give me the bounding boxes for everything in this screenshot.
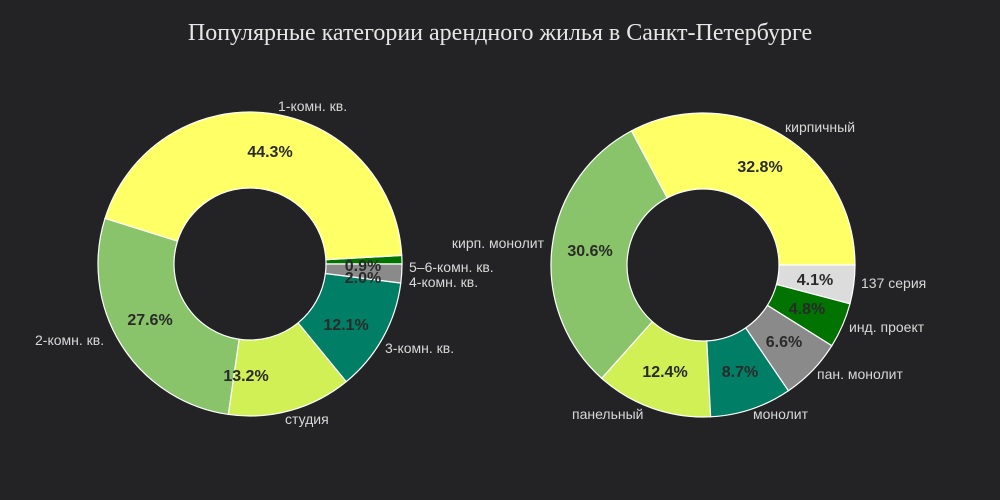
donut-slice-монолит[interactable] — [706, 327, 790, 418]
slice-percent-панельный: 12.4% — [642, 364, 687, 381]
donut-slice-2-комн-кв[interactable] — [97, 217, 240, 416]
donut-chart-2: 32.8% кирпичный 30.6% кирп. монолит 12.4% пан… — [452, 112, 926, 422]
slice-label-4-комн-кв: 4-комн. кв. — [409, 274, 478, 290]
donut-slice-4-комн-кв[interactable] — [324, 263, 403, 284]
slice-percent-пан-монолит: 6.6% — [766, 334, 802, 351]
slice-percent-кирп-монолит: 30.6% — [567, 243, 612, 260]
donut-slice-пан-монолит[interactable] — [744, 304, 833, 392]
slice-label-монолит: монолит — [753, 406, 809, 422]
slice-percent-1-комн-кв: 44.3% — [247, 144, 292, 161]
slice-label-5-6-комн-кв: 5–6-комн. кв. — [409, 259, 494, 275]
slice-percent-137-серия: 4.1% — [797, 272, 833, 289]
slice-percent-студия: 13.2% — [223, 368, 268, 385]
slice-label-кирп-монолит: кирп. монолит — [452, 235, 545, 251]
slice-percent-5-6-комн-кв: 0.9% — [345, 258, 381, 275]
donut-slice-3-комн-кв[interactable] — [297, 272, 402, 383]
donut-slice-кирп-монолит[interactable] — [550, 130, 669, 380]
slice-label-кирпичный: кирпичный — [785, 119, 855, 135]
slice-label-1-комн-кв: 1-комн. кв. — [278, 98, 347, 114]
donut-slice-137-серия[interactable] — [775, 264, 856, 305]
slice-label-137-серия: 137 серия — [861, 275, 926, 291]
slice-percent-кирпичный: 32.8% — [737, 159, 782, 176]
slice-label-пан-монолит: пан. монолит — [817, 366, 903, 382]
slice-percent-2-комн-кв: 27.6% — [127, 312, 172, 329]
slice-percent-4-комн-кв: 2.0% — [345, 270, 381, 287]
donut-slice-кирпичный[interactable] — [630, 112, 856, 266]
donut-slice-1-комн-кв[interactable] — [104, 111, 403, 261]
slice-percent-3-комн-кв: 12.1% — [323, 317, 368, 334]
slice-label-студия: студия — [285, 411, 329, 427]
slice-percent-инд-проект: 4.8% — [789, 301, 825, 318]
donut-chart-1: 0.9% 5–6-комн. кв. 44.3% 1-комн. кв. 27.6% 2-… — [35, 98, 494, 427]
slice-label-2-комн-кв: 2-комн. кв. — [35, 332, 104, 348]
slice-label-3-комн-кв: 3-комн. кв. — [385, 340, 454, 356]
donut-slice-панельный[interactable] — [600, 320, 712, 418]
donut-slice-инд-проект[interactable] — [766, 283, 851, 347]
slice-label-панельный: панельный — [572, 406, 644, 422]
slice-label-инд-проект: инд. проект — [849, 319, 925, 335]
slice-percent-монолит: 8.7% — [722, 364, 758, 381]
chart-title: Популярные категории арендного жилья в С… — [187, 20, 813, 46]
